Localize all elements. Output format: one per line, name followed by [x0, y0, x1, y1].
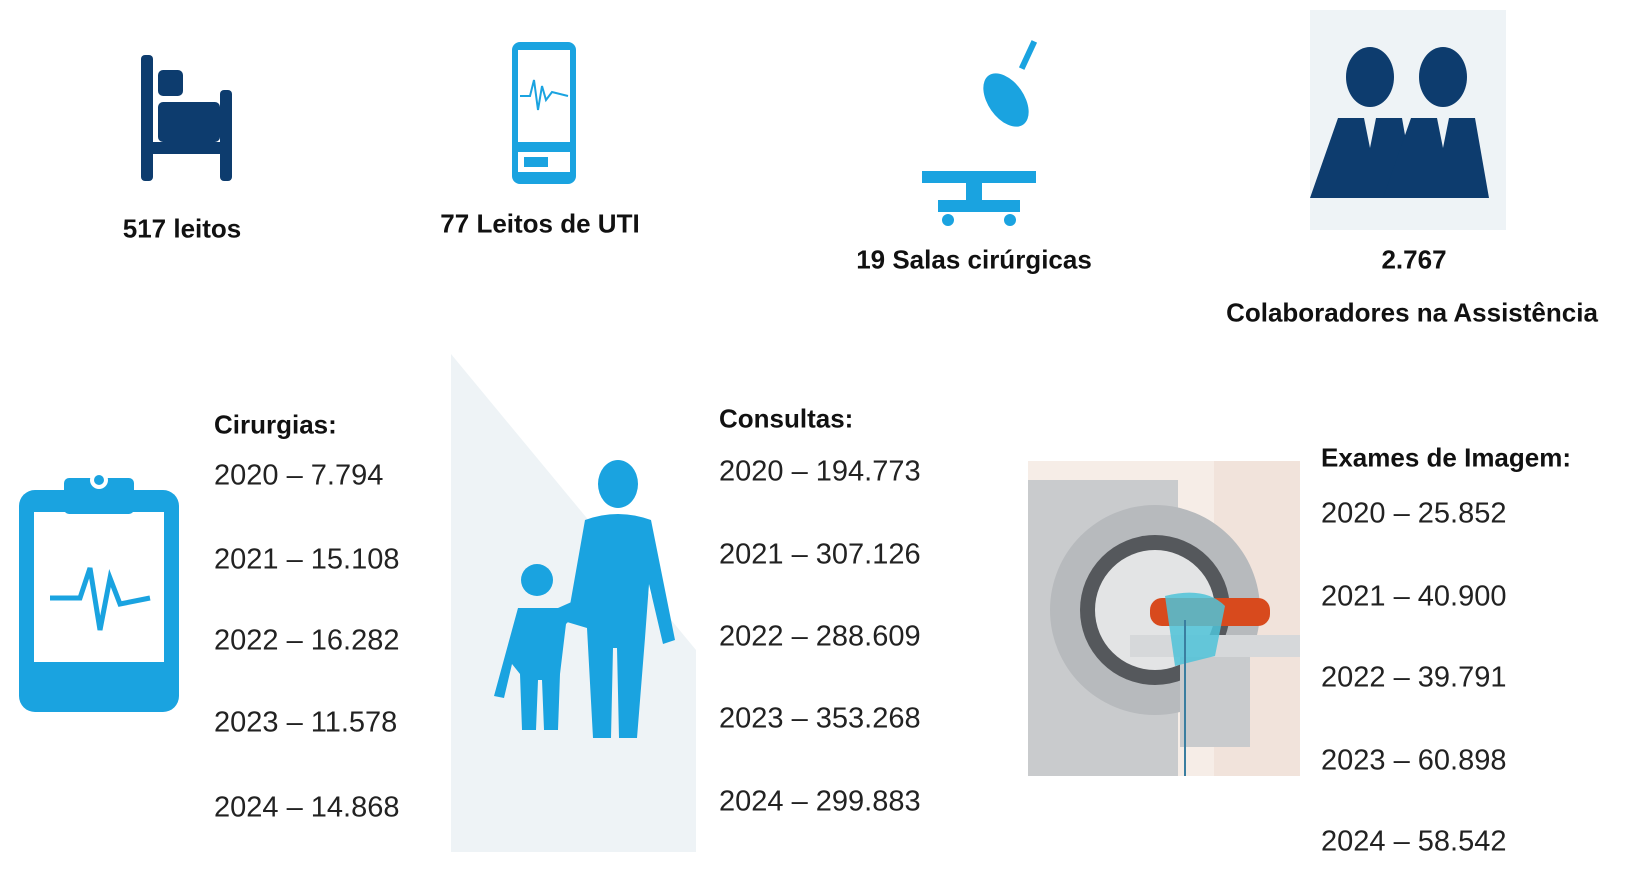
list-row: 2024 – 14.868	[214, 792, 399, 825]
list-title: Exames de Imagem:	[1321, 443, 1571, 474]
list-row: 2020 – 7.794	[214, 460, 383, 493]
surgery-icon	[922, 40, 1038, 226]
mri-image	[1028, 461, 1300, 776]
list-row: 2020 – 194.773	[719, 456, 921, 489]
list-row: 2021 – 40.900	[1321, 581, 1506, 614]
family-icon	[451, 354, 696, 852]
monitor-icon	[512, 42, 576, 184]
list-row: 2023 – 11.578	[214, 707, 397, 740]
bed-icon	[141, 55, 232, 181]
stat-label: 19 Salas cirúrgicas	[856, 245, 1092, 276]
list-row: 2022 – 288.609	[719, 621, 921, 654]
stat-label: 517 leitos	[123, 214, 242, 245]
staff-icon	[1310, 10, 1506, 230]
list-row: 2022 – 16.282	[214, 625, 399, 658]
list-row: 2020 – 25.852	[1321, 498, 1506, 531]
list-row: 2023 – 60.898	[1321, 745, 1506, 778]
clipboard-icon	[19, 471, 179, 712]
stat-label: Colaboradores na Assistência	[1226, 298, 1598, 329]
stat-value: 2.767	[1381, 245, 1446, 276]
list-row: 2024 – 299.883	[719, 786, 921, 819]
list-row: 2021 – 307.126	[719, 539, 921, 572]
list-row: 2023 – 353.268	[719, 703, 921, 736]
list-title: Consultas:	[719, 404, 853, 435]
list-title: Cirurgias:	[214, 410, 337, 441]
list-row: 2024 – 58.542	[1321, 826, 1506, 859]
list-row: 2021 – 15.108	[214, 544, 399, 577]
stat-label: 77 Leitos de UTI	[440, 209, 639, 240]
page: 517 leitos 77 Leitos de UTI 19 Salas cir…	[0, 0, 1634, 870]
list-row: 2022 – 39.791	[1321, 662, 1506, 695]
